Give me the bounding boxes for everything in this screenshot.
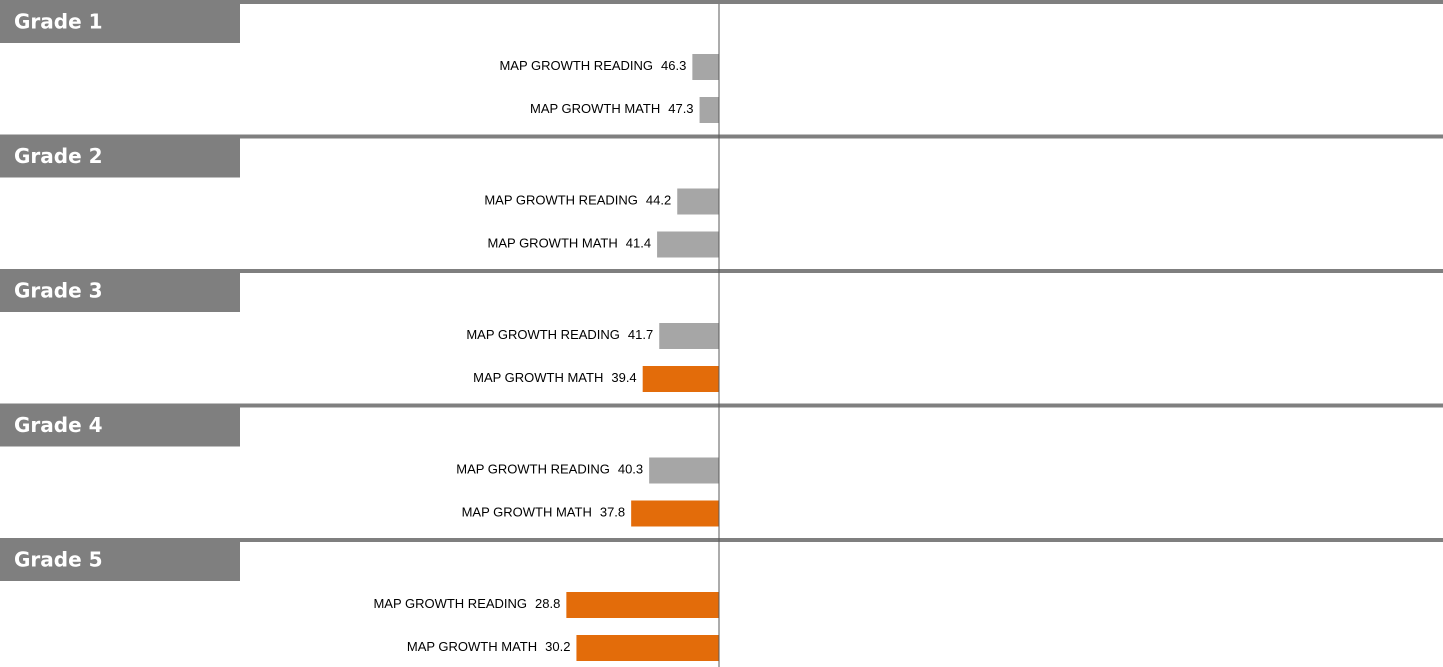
bar	[566, 592, 719, 618]
group-rule	[240, 269, 1443, 273]
value-label: 41.4	[626, 236, 651, 251]
value-label: 44.2	[646, 193, 671, 208]
value-label: 37.8	[600, 505, 625, 520]
value-label: 39.4	[611, 370, 636, 385]
category-label: MAP GROWTH MATH	[407, 639, 537, 654]
bar	[631, 500, 719, 527]
category-label: MAP GROWTH MATH	[473, 370, 603, 385]
group-title: Grade 5	[14, 548, 103, 572]
category-label: MAP GROWTH READING	[499, 58, 653, 73]
category-label: MAP GROWTH MATH	[488, 236, 618, 251]
group-header	[0, 269, 240, 312]
bar-label: MAP GROWTH MATH 41.4	[488, 236, 652, 251]
value-label: 28.8	[535, 596, 560, 611]
group-title: Grade 4	[14, 413, 103, 437]
value-label: 41.7	[628, 327, 653, 342]
bar	[677, 188, 719, 215]
bar-label: MAP GROWTH READING 28.8	[373, 596, 560, 611]
bar	[649, 457, 719, 484]
group-rule	[240, 538, 1443, 542]
bar	[576, 635, 719, 661]
category-label: MAP GROWTH MATH	[462, 505, 592, 520]
category-label: MAP GROWTH READING	[373, 596, 527, 611]
group-rule	[240, 134, 1443, 139]
bar-label: MAP GROWTH READING 46.3	[499, 58, 686, 73]
value-label: 40.3	[618, 462, 643, 477]
category-label: MAP GROWTH READING	[484, 193, 638, 208]
bar-label: MAP GROWTH READING 41.7	[466, 327, 653, 342]
category-label: MAP GROWTH READING	[456, 462, 610, 477]
bar-label: MAP GROWTH READING 40.3	[456, 462, 643, 477]
bar-label: MAP GROWTH MATH 37.8	[462, 505, 626, 520]
group-title: Grade 3	[14, 279, 103, 303]
group-header	[0, 134, 240, 178]
value-label: 47.3	[668, 101, 693, 116]
bar	[699, 97, 719, 123]
bar-label: MAP GROWTH MATH 39.4	[473, 370, 637, 385]
group-rule	[240, 403, 1443, 408]
group-rule	[240, 0, 1443, 4]
group-header	[0, 0, 240, 43]
bar	[692, 54, 719, 80]
bar-label: MAP GROWTH READING 44.2	[484, 193, 671, 208]
bar	[657, 231, 719, 258]
group-title: Grade 2	[14, 144, 103, 168]
group-header	[0, 403, 240, 447]
value-label: 30.2	[545, 639, 570, 654]
group-title: Grade 1	[14, 10, 103, 34]
group-header	[0, 538, 240, 581]
bar	[659, 323, 719, 349]
bar-label: MAP GROWTH MATH 30.2	[407, 639, 571, 654]
value-label: 46.3	[661, 58, 686, 73]
bar	[642, 366, 719, 392]
category-label: MAP GROWTH READING	[466, 327, 620, 342]
bar-label: MAP GROWTH MATH 47.3	[530, 101, 694, 116]
category-label: MAP GROWTH MATH	[530, 101, 660, 116]
